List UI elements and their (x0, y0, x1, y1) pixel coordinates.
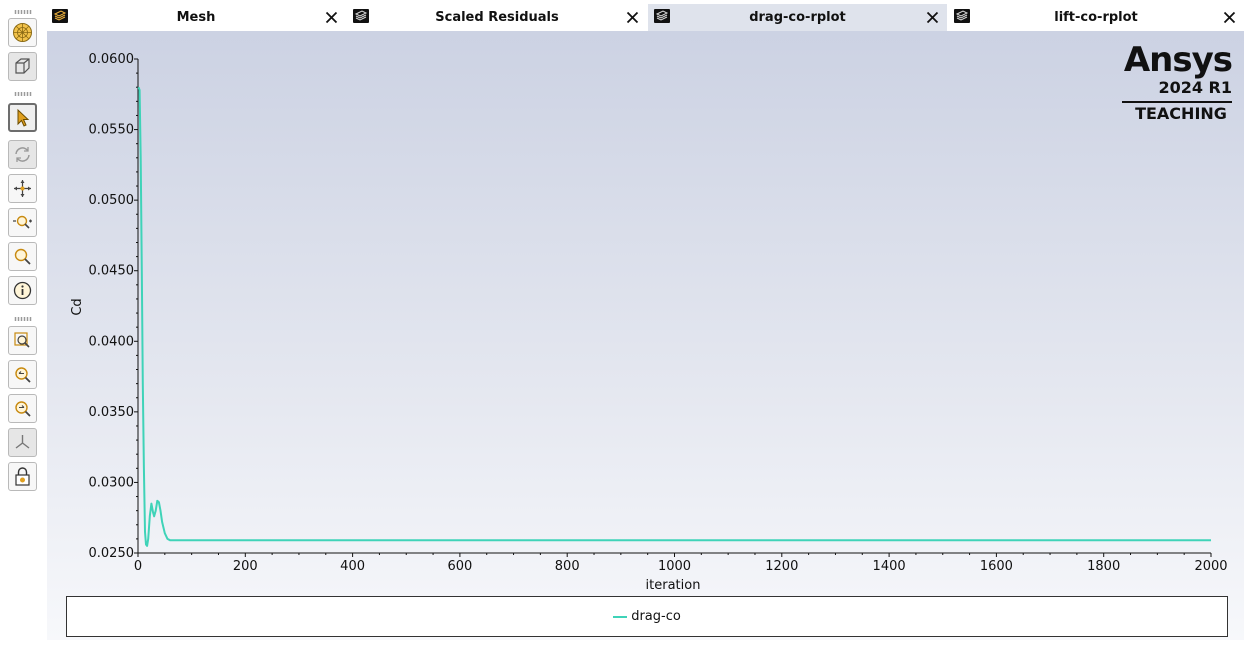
x-tick-label: 1600 (980, 559, 1013, 574)
y-tick-label: 0.0250 (89, 546, 135, 561)
rotate-icon (15, 147, 30, 162)
close-icon[interactable] (926, 11, 939, 24)
drag-coefficient-chart[interactable]: 0.0250 0.0300 0.0350 0.0400 0.0450 0.0500 0.05… (47, 31, 1244, 591)
pan-button[interactable] (8, 174, 37, 203)
close-icon[interactable] (626, 11, 639, 24)
select-pointer-button[interactable] (8, 103, 37, 132)
y-tick-label: 0.0600 (89, 52, 135, 67)
y-tick-label: 0.0350 (89, 405, 135, 420)
zoom-in-out-button[interactable] (8, 208, 37, 237)
series-line-drag-co (137, 86, 1211, 547)
zoom-to-area-button[interactable] (8, 360, 37, 389)
x-tick-label: 400 (340, 559, 365, 574)
y-tick-label: 0.0500 (89, 193, 135, 208)
tab-label: Scaled Residuals (435, 10, 559, 25)
x-tick-label: 1800 (1087, 559, 1120, 574)
fit-to-window-icon (14, 332, 30, 348)
x-tick-label: 600 (447, 559, 472, 574)
chart-axes (137, 59, 1211, 554)
zoom-to-area-icon (15, 367, 31, 383)
tab-scaled-residuals[interactable]: Scaled Residuals (347, 4, 647, 31)
y-tick-label: 0.0550 (89, 123, 135, 138)
toolbar-grip[interactable] (14, 317, 32, 321)
chart-legend[interactable]: drag-co (66, 596, 1228, 637)
y-axis-ticks: 0.0250 0.0300 0.0350 0.0400 0.0450 0.0500 0.05… (89, 52, 138, 561)
y-axis-title: Cd (70, 298, 85, 315)
tab-label: drag-co-rplot (749, 10, 846, 25)
select-pointer-icon (17, 108, 30, 127)
graphics-window-icon (353, 9, 369, 23)
chart-series (137, 86, 1211, 547)
x-tick-label: 1000 (658, 559, 691, 574)
tab-mesh[interactable]: Mesh (46, 4, 346, 31)
probe-info-button[interactable] (8, 276, 37, 305)
graphics-window-icon (654, 9, 670, 23)
y-tick-label: 0.0300 (89, 475, 135, 490)
axes-icon (15, 435, 30, 449)
pan-icon (14, 180, 31, 197)
x-tick-label: 1400 (873, 559, 906, 574)
x-tick-label: 200 (233, 559, 258, 574)
view-box-icon (15, 58, 30, 74)
probe-info-icon (13, 281, 32, 300)
close-icon[interactable] (1223, 11, 1236, 24)
x-tick-label: 800 (555, 559, 580, 574)
graphics-tab-bar: Mesh Scaled Residuals drag-co-rplot lift… (46, 0, 1244, 31)
lock-view-button[interactable] (8, 462, 37, 491)
zoom-icon (14, 248, 31, 265)
legend-entry-drag-co: drag-co (631, 609, 681, 624)
logo-name: Ansys (1123, 40, 1233, 80)
y-tick-label: 0.0450 (89, 264, 135, 279)
axes-button[interactable] (8, 428, 37, 457)
logo-divider (1122, 101, 1232, 103)
tab-label: lift-co-rplot (1054, 10, 1138, 25)
graphics-toolbar (0, 0, 46, 650)
ansys-logo: Ansys 2024 R1 TEACHING (1122, 40, 1233, 125)
rotate-button[interactable] (8, 140, 37, 169)
fit-to-window-button[interactable] (8, 326, 37, 355)
logo-version: 2024 R1 (1158, 78, 1232, 97)
graphics-window-icon (52, 9, 68, 23)
tab-label: Mesh (176, 10, 216, 25)
x-tick-label: 0 (134, 559, 142, 574)
x-tick-label: 1200 (765, 559, 798, 574)
tab-drag-co-rplot[interactable]: drag-co-rplot (648, 4, 947, 31)
mesh-display-button[interactable] (8, 18, 37, 47)
view-box-button[interactable] (8, 52, 37, 81)
zoom-button[interactable] (8, 242, 37, 271)
legend-swatch (613, 615, 628, 618)
zoom-out-area-icon (15, 401, 31, 417)
x-tick-label: 2000 (1194, 559, 1227, 574)
plot-window[interactable]: 0.0250 0.0300 0.0350 0.0400 0.0450 0.0500 0.05… (47, 31, 1244, 640)
zoom-out-area-button[interactable] (8, 394, 37, 423)
logo-edition: TEACHING (1135, 103, 1227, 123)
mesh-display-icon (13, 23, 32, 42)
x-axis-ticks: 0 200 400 600 800 1000 1200 1400 1600 1800 2000 (134, 553, 1228, 574)
close-icon[interactable] (325, 11, 338, 24)
x-axis-title: iteration (646, 578, 701, 591)
toolbar-grip[interactable] (14, 92, 32, 96)
lock-view-icon (15, 467, 30, 486)
toolbar-grip[interactable] (14, 10, 32, 14)
graphics-window-icon (954, 9, 970, 23)
y-tick-label: 0.0400 (89, 334, 135, 349)
zoom-in-out-icon (13, 215, 32, 229)
tab-lift-co-rplot[interactable]: lift-co-rplot (948, 4, 1244, 31)
